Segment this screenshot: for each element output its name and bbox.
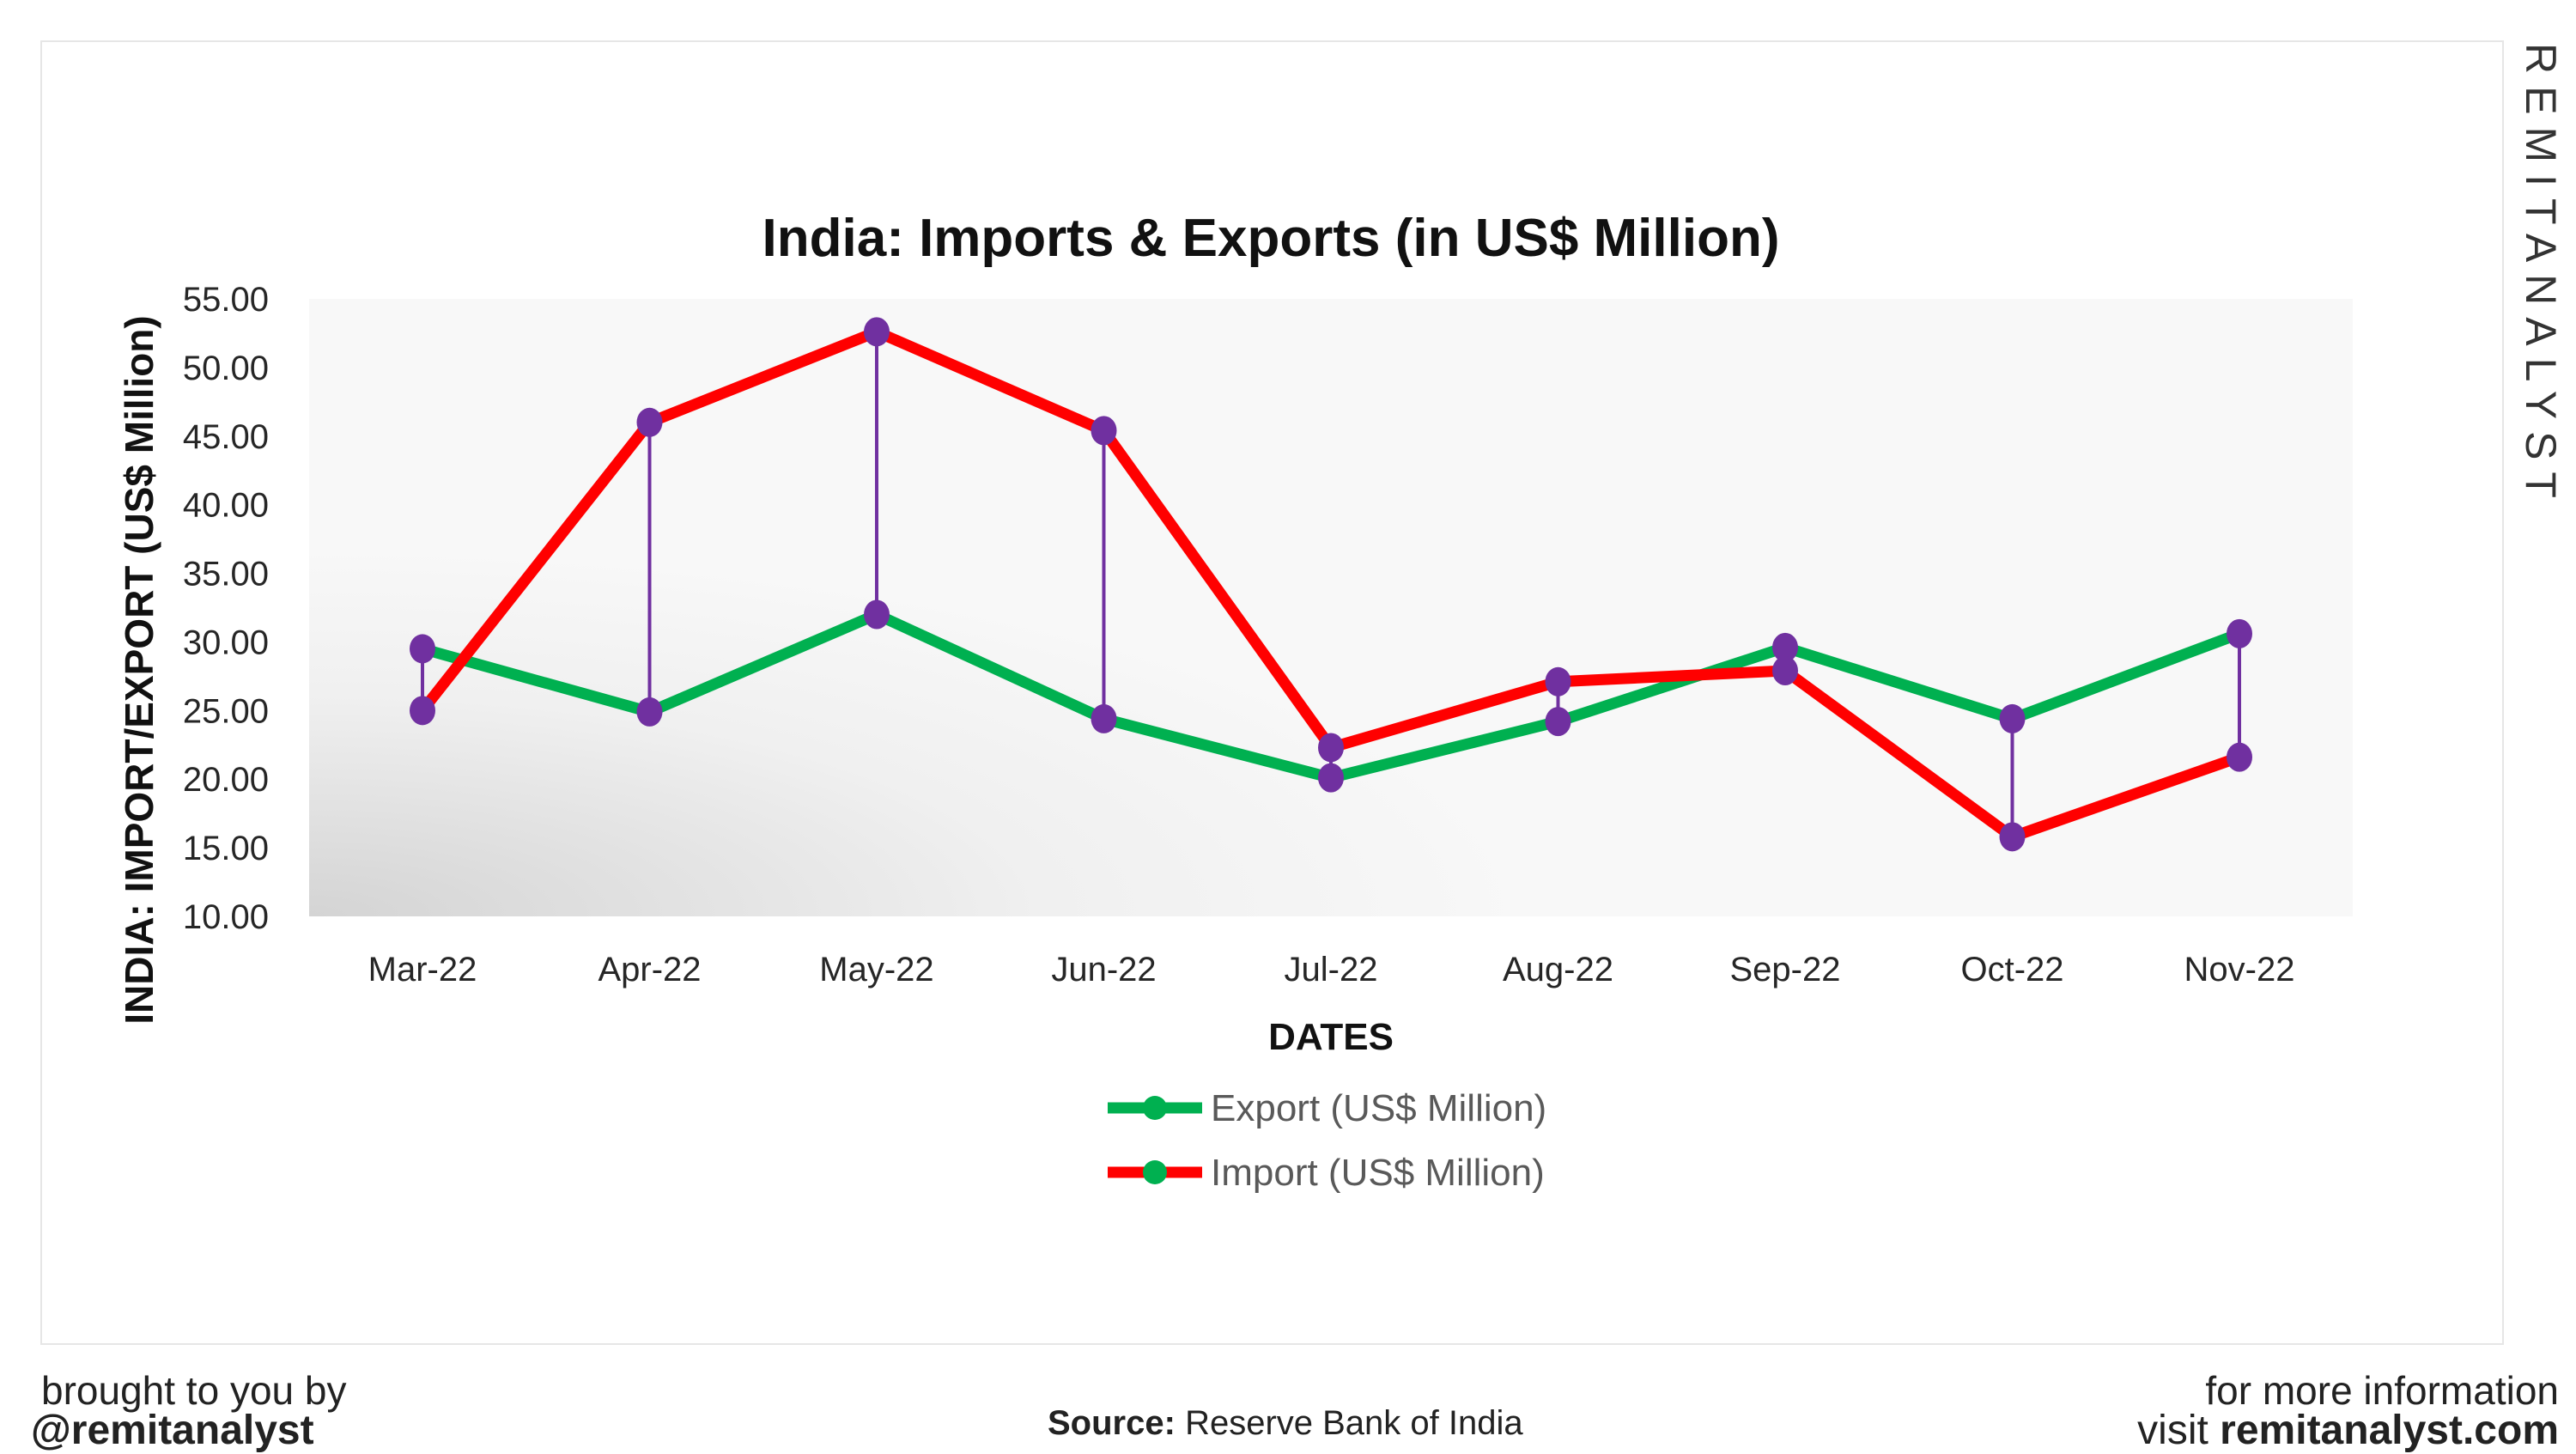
footer-more-info: for more information <box>2205 1368 2559 1413</box>
import-data-point <box>2227 742 2252 772</box>
import-data-point <box>1545 666 1571 697</box>
y-tick-label: 15.00 <box>183 830 269 867</box>
import-data-point <box>1318 733 1344 763</box>
y-tick-label: 45.00 <box>183 418 269 456</box>
x-tick-label: Mar-22 <box>368 951 477 989</box>
y-tick-label: 20.00 <box>183 761 269 799</box>
legend-marker <box>1143 1096 1167 1120</box>
footer-visit: visit remitanalyst.com <box>2137 1407 2559 1454</box>
y-tick-label: 30.00 <box>183 624 269 661</box>
x-tick-label: Jul-22 <box>1285 951 1378 989</box>
y-tick-label: 35.00 <box>183 556 269 593</box>
import-data-point <box>1999 822 2026 852</box>
chart-title: India: Imports & Exports (in US$ Million… <box>762 209 1780 268</box>
export-data-point <box>636 697 663 727</box>
export-data-point <box>2227 618 2252 648</box>
legend-label: Import (US$ Million) <box>1211 1152 1545 1194</box>
x-tick-label: May-22 <box>819 951 933 989</box>
footer-handle[interactable]: @remitanalyst <box>31 1408 314 1453</box>
import-data-point <box>864 317 890 347</box>
export-data-point <box>1545 707 1571 737</box>
y-tick-label: 10.00 <box>183 898 269 936</box>
y-axis-title: INDIA: IMPORT/EXPORT (US$ Million) <box>117 315 161 1024</box>
footer-brought-by: brought to you by <box>41 1368 347 1413</box>
import-data-point <box>1091 416 1117 446</box>
y-tick-label: 50.00 <box>183 350 269 387</box>
x-tick-label: Sep-22 <box>1730 951 1841 989</box>
export-data-point <box>1999 703 2026 733</box>
x-tick-label: Nov-22 <box>2184 951 2295 989</box>
export-data-point <box>1091 703 1117 733</box>
source-value: Reserve Bank of India <box>1185 1404 1523 1442</box>
x-tick-label: Apr-22 <box>598 951 701 989</box>
y-tick-label: 40.00 <box>183 487 269 525</box>
visit-prefix: visit <box>2137 1408 2208 1453</box>
export-data-point <box>1772 632 1798 662</box>
legend-label: Export (US$ Million) <box>1211 1087 1546 1129</box>
export-data-point <box>410 634 435 664</box>
x-tick-label: Jun-22 <box>1051 951 1156 989</box>
website-link[interactable]: remitanalyst.com <box>2220 1408 2559 1453</box>
watermark-logo: REMITANALYST <box>2517 43 2565 510</box>
y-tick-label: 25.00 <box>183 692 269 730</box>
x-tick-label: Oct-22 <box>1960 951 2063 989</box>
import-data-point <box>410 696 435 726</box>
x-tick-label: Aug-22 <box>1503 951 1613 989</box>
legend-marker <box>1143 1160 1167 1184</box>
import-data-point <box>636 407 663 437</box>
y-tick-label: 55.00 <box>183 281 269 319</box>
x-axis-title: DATES <box>1268 1016 1394 1058</box>
footer-source: Source: Reserve Bank of India <box>1048 1404 1523 1443</box>
import-data-point <box>1772 655 1798 685</box>
source-label: Source: <box>1048 1404 1176 1442</box>
export-data-point <box>864 599 890 630</box>
export-data-point <box>1318 763 1344 793</box>
